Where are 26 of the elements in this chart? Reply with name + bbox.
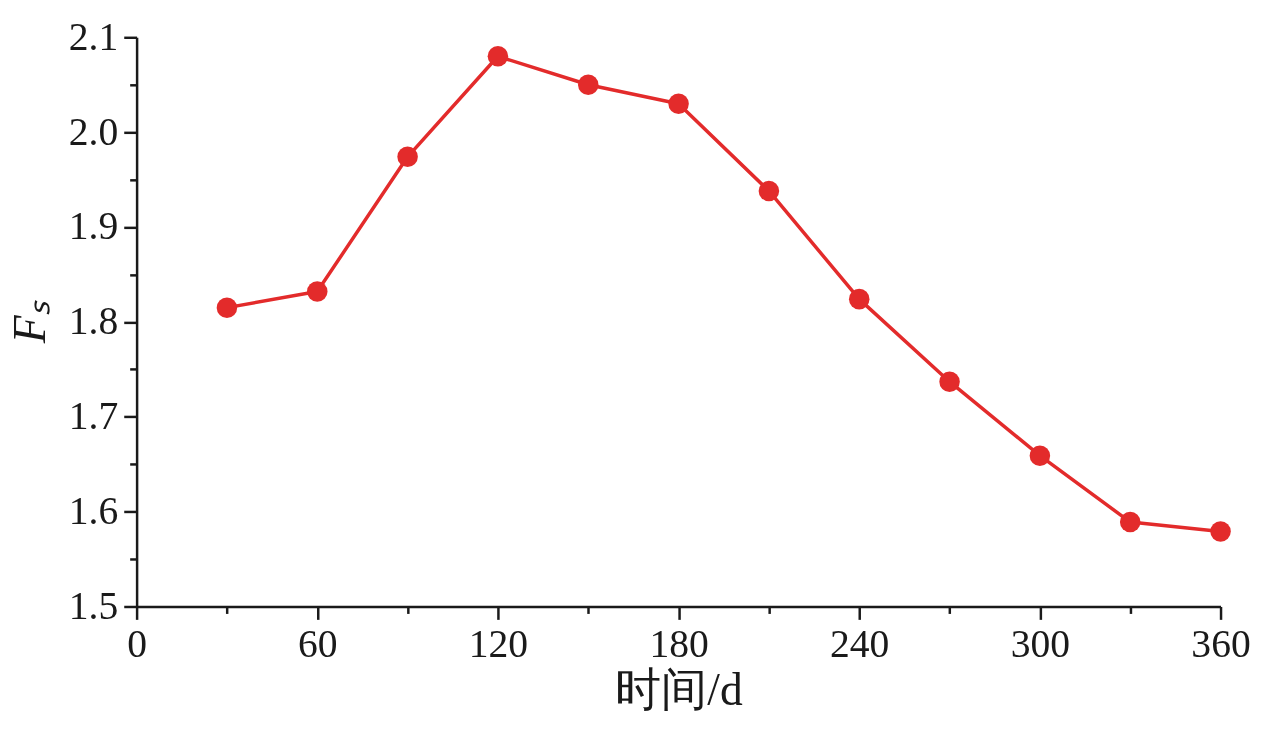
point xyxy=(848,288,870,310)
y-tick-label: 1.7 xyxy=(68,394,119,439)
point xyxy=(397,146,418,168)
y-tick-label: 2.1 xyxy=(68,14,119,59)
x-tick-label: 60 xyxy=(297,622,338,667)
point xyxy=(577,74,599,95)
y-tick-label: 1.9 xyxy=(68,204,119,249)
y-tick-label: 1.5 xyxy=(68,583,119,628)
point xyxy=(939,371,960,392)
y-axis-title: Fₛ xyxy=(4,300,56,345)
point xyxy=(1119,511,1141,533)
point xyxy=(668,93,689,114)
x-tick-label: 0 xyxy=(127,622,147,667)
y-tick-label: 2.0 xyxy=(68,109,119,154)
point xyxy=(216,297,238,318)
point xyxy=(487,46,509,67)
point xyxy=(1029,445,1051,466)
x-tick-label: 300 xyxy=(1010,622,1071,667)
x-tick-label: 360 xyxy=(1191,622,1251,667)
y-tick-label: 1.8 xyxy=(68,299,119,344)
point xyxy=(307,281,328,302)
x-tick-label: 120 xyxy=(468,622,529,667)
y-tick-label: 1.6 xyxy=(68,489,119,533)
point xyxy=(1210,521,1231,542)
point xyxy=(758,180,780,202)
x-tick-label: 240 xyxy=(830,622,890,667)
